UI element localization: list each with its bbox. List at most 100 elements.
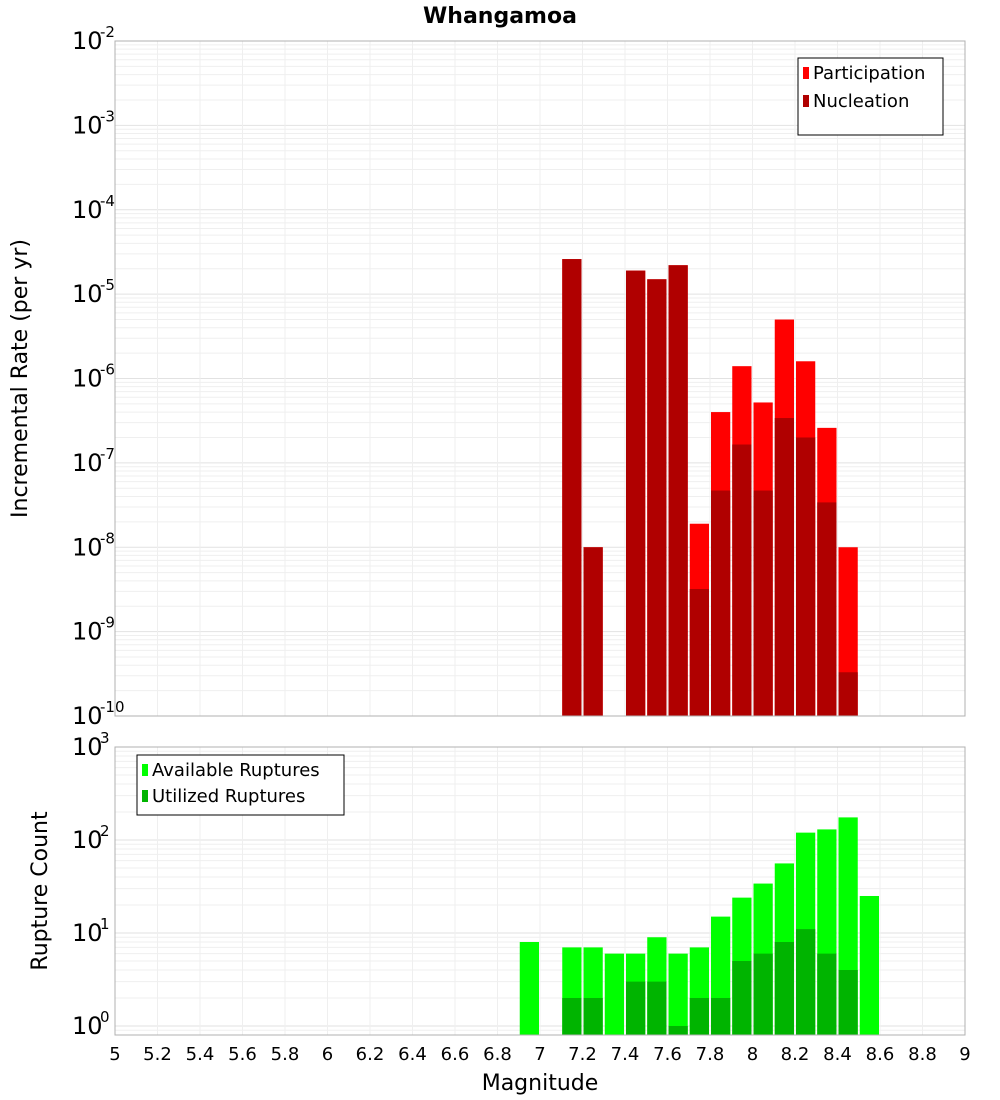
bar xyxy=(626,270,646,716)
legend-label: Participation xyxy=(813,63,925,84)
x-tick-label: 8.6 xyxy=(866,1044,895,1065)
x-axis-label: Magnitude xyxy=(482,1071,599,1096)
x-tick-label: 5.6 xyxy=(228,1044,257,1065)
y-tick-label: 10 xyxy=(72,618,103,646)
bar xyxy=(753,490,773,716)
bar xyxy=(668,1025,688,1035)
x-tick-label: 7.2 xyxy=(568,1044,597,1065)
y-tick-exponent: -6 xyxy=(100,361,115,379)
bar xyxy=(583,547,603,716)
bar xyxy=(668,953,688,1035)
bar xyxy=(796,437,816,716)
y-tick-label: 10 xyxy=(72,1012,103,1040)
legend-label: Nucleation xyxy=(813,91,909,112)
chart-title: Whangamoa xyxy=(423,4,577,29)
x-tick-label: 6 xyxy=(322,1044,333,1065)
grid-lines xyxy=(114,40,966,717)
bar xyxy=(647,981,667,1035)
legend-swatch xyxy=(142,790,148,802)
legend-box xyxy=(136,754,345,816)
y-tick-label: 10 xyxy=(72,449,103,477)
bar xyxy=(668,265,688,716)
y-tick-exponent: -9 xyxy=(100,614,115,632)
y-tick-label: 10 xyxy=(72,280,103,308)
legend-label: Utilized Ruptures xyxy=(152,786,305,807)
x-tick-label: 8.4 xyxy=(823,1044,852,1065)
series-utilized-ruptures xyxy=(562,929,858,1035)
plot-border xyxy=(114,40,966,717)
y-tick-label: 10 xyxy=(72,702,103,730)
y-tick-label: 10 xyxy=(72,733,103,761)
y-tick-exponent: -10 xyxy=(100,698,125,716)
x-tick-label: 5.8 xyxy=(271,1044,300,1065)
incremental-rate-panel: 10-1010-910-810-710-610-510-410-310-2Inc… xyxy=(8,23,966,730)
bar xyxy=(583,997,603,1035)
y-tick-exponent: -5 xyxy=(100,276,115,294)
bar xyxy=(838,672,858,716)
y-tick-label: 10 xyxy=(72,27,103,55)
bar xyxy=(711,997,731,1035)
x-tick-label: 5.2 xyxy=(143,1044,172,1065)
y-tick-exponent: -7 xyxy=(100,445,115,463)
bar xyxy=(562,259,582,716)
bar xyxy=(774,942,794,1035)
y-tick-exponent: -2 xyxy=(100,23,115,41)
bar xyxy=(732,444,752,716)
series-nucleation xyxy=(562,259,858,716)
bar xyxy=(604,953,624,1035)
y-tick-exponent: 1 xyxy=(100,915,110,933)
x-tick-label: 6.4 xyxy=(398,1044,427,1065)
x-tick-label: 6.6 xyxy=(441,1044,470,1065)
bar xyxy=(774,418,794,716)
bar xyxy=(647,279,667,716)
x-tick-label: 6.2 xyxy=(356,1044,385,1065)
bar xyxy=(689,589,709,716)
x-tick-label: 5.4 xyxy=(186,1044,215,1065)
y-tick-label: 10 xyxy=(72,365,103,393)
y-tick-exponent: 3 xyxy=(100,729,110,747)
y-axis-label: Rupture Count xyxy=(28,811,53,971)
bar xyxy=(689,997,709,1035)
bar xyxy=(817,502,837,716)
x-tick-label: 8 xyxy=(747,1044,758,1065)
bar xyxy=(796,929,816,1035)
bar xyxy=(859,895,879,1035)
x-tick-label: 7 xyxy=(534,1044,545,1065)
bar xyxy=(732,960,752,1035)
y-tick-label: 10 xyxy=(72,196,103,224)
bar xyxy=(711,490,731,716)
x-tick-label: 7.6 xyxy=(653,1044,682,1065)
plot-border xyxy=(114,746,966,1036)
y-axis-label: Incremental Rate (per yr) xyxy=(8,239,33,518)
bar xyxy=(838,969,858,1035)
y-tick-label: 10 xyxy=(72,533,103,561)
y-tick-exponent: -8 xyxy=(100,529,115,547)
y-tick-exponent: -4 xyxy=(100,192,115,210)
x-tick-label: 7.4 xyxy=(611,1044,640,1065)
x-tick-label: 6.8 xyxy=(483,1044,512,1065)
x-axis-ticks: 5 5.2 5.4 5.6 5.8 6 6.2 6.4 6.6 6.8 7 7.2 7.4 7.6 7.8 8… xyxy=(109,1044,970,1065)
legend-swatch xyxy=(803,95,809,107)
y-tick-label: 10 xyxy=(72,919,103,947)
y-tick-exponent: -3 xyxy=(100,107,115,125)
legend-swatch xyxy=(803,67,809,79)
x-tick-label: 9 xyxy=(959,1044,970,1065)
y-tick-exponent: 0 xyxy=(100,1008,110,1026)
x-tick-label: 5 xyxy=(109,1044,120,1065)
y-tick-exponent: 2 xyxy=(100,822,110,840)
y-tick-label: 10 xyxy=(72,826,103,854)
bar xyxy=(626,981,646,1035)
bar xyxy=(562,997,582,1035)
x-tick-label: 8.8 xyxy=(908,1044,937,1065)
legend-swatch xyxy=(142,764,148,776)
x-tick-label: 8.2 xyxy=(781,1044,810,1065)
y-tick-label: 10 xyxy=(72,111,103,139)
legend: Participation Nucleation xyxy=(797,57,944,136)
bar xyxy=(817,953,837,1035)
bar xyxy=(753,953,773,1035)
bar xyxy=(519,942,539,1035)
